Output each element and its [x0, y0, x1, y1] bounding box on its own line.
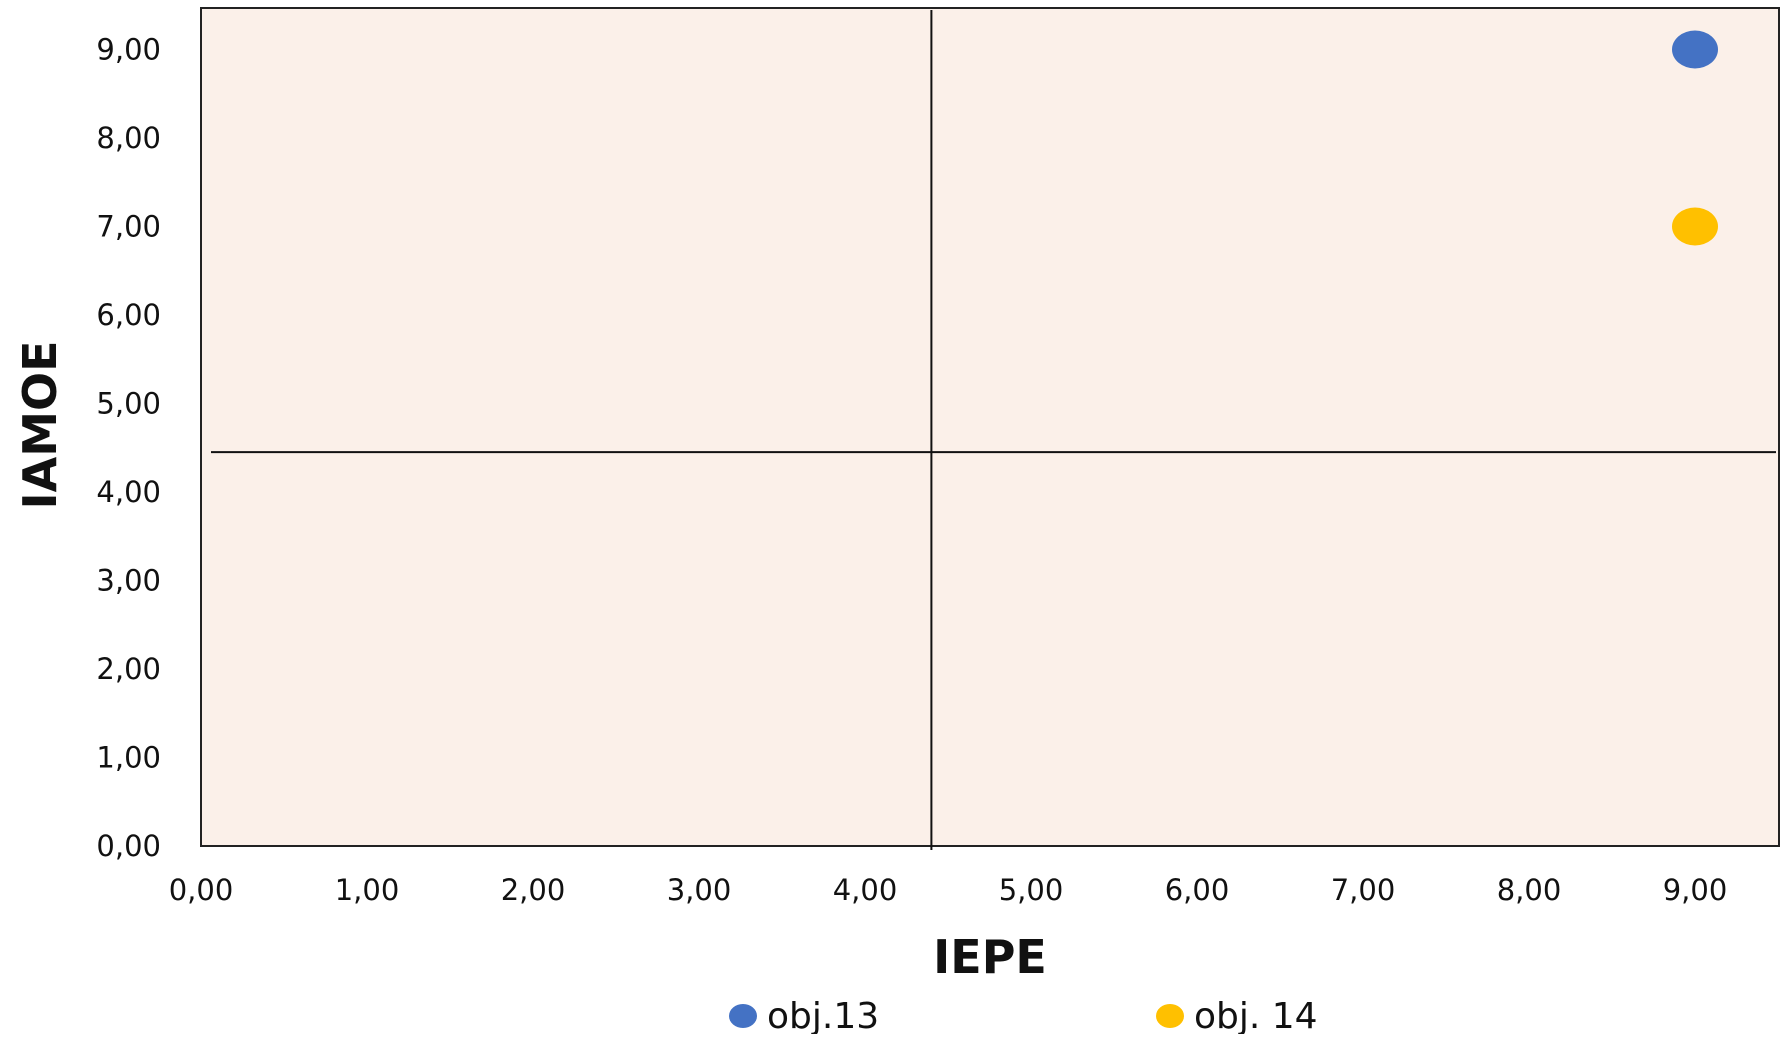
- y-tick-label: 2,00: [96, 652, 161, 686]
- legend-label: obj. 14: [1194, 996, 1318, 1034]
- x-tick-labels: 0,00 1,00 2,00 3,00 4,00 5,00 6,00 7,00 8,00 9,00: [169, 873, 1728, 907]
- y-tick-label: 9,00: [96, 33, 161, 67]
- x-tick-label: 0,00: [169, 873, 234, 907]
- data-point: [1672, 30, 1718, 69]
- plot-area: [200, 7, 1780, 847]
- y-tick-label: 6,00: [96, 298, 161, 332]
- y-tick-label: 4,00: [96, 475, 161, 509]
- y-tick-label: 5,00: [96, 387, 161, 421]
- x-tick-label: 9,00: [1663, 873, 1728, 907]
- y-tick-label: 3,00: [96, 564, 161, 598]
- legend: obj.13 obj. 14: [729, 996, 1318, 1037]
- y-tick-label: 7,00: [96, 210, 161, 244]
- reference-lines: [211, 10, 1776, 850]
- y-tick-labels: 0,00 1,00 2,00 3,00 4,00 5,00 6,00 7,00 8,00 9,00: [96, 33, 161, 864]
- data-point: [1672, 207, 1718, 246]
- y-axis-title: IAMOE: [13, 340, 67, 509]
- x-tick-label: 7,00: [1331, 873, 1396, 907]
- y-tick-label: 1,00: [96, 741, 161, 775]
- x-tick-label: 8,00: [1497, 873, 1562, 907]
- x-tick-label: 1,00: [335, 873, 400, 907]
- x-tick-label: 2,00: [501, 873, 566, 907]
- x-tick-label: 5,00: [999, 873, 1064, 907]
- x-tick-label: 4,00: [833, 873, 898, 907]
- legend-label: obj.13: [767, 996, 879, 1034]
- x-axis-title: IEPE: [933, 930, 1047, 984]
- x-tick-label: 6,00: [1165, 873, 1230, 907]
- x-tick-label: 3,00: [667, 873, 732, 907]
- data-points: [1672, 30, 1718, 246]
- legend-marker: [1156, 1004, 1184, 1028]
- y-tick-label: 0,00: [96, 829, 161, 863]
- legend-marker: [729, 1004, 757, 1028]
- y-tick-label: 8,00: [96, 121, 161, 155]
